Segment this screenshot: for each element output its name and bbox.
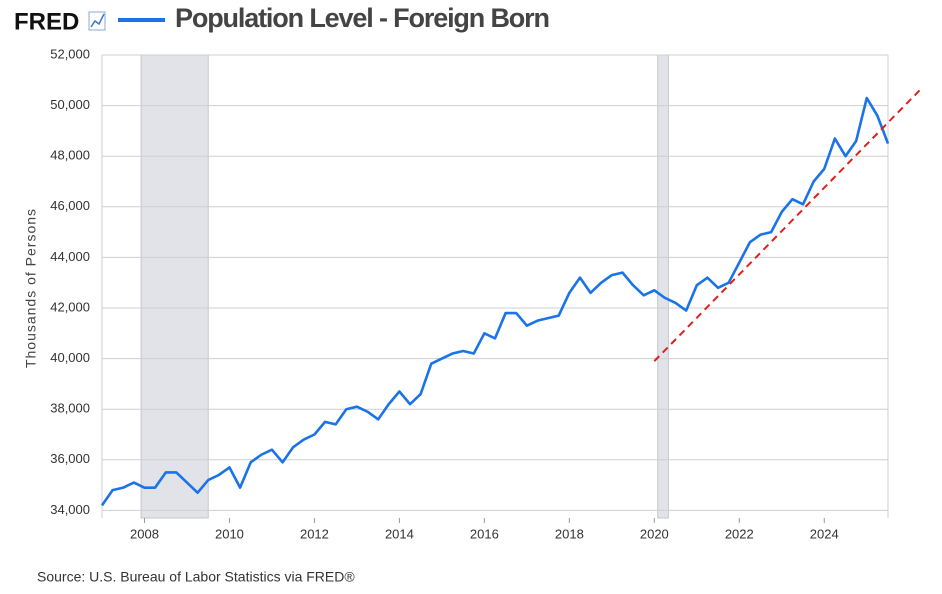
recession-band (657, 54, 669, 519)
x-tick-label: 2008 (130, 526, 159, 541)
y-tick-label: 52,000 (50, 46, 90, 61)
data-line (100, 96, 890, 507)
y-tick-label: 34,000 (50, 502, 90, 517)
x-tick-label: 2012 (300, 526, 329, 541)
x-tick-label: 2024 (810, 526, 839, 541)
recession-band (140, 54, 209, 519)
trend-line (653, 87, 923, 362)
y-tick-label: 38,000 (50, 401, 90, 416)
legend-label: Population Level - Foreign Born (175, 3, 550, 33)
x-tick-label: 2014 (385, 526, 414, 541)
y-tick-label: 36,000 (50, 451, 90, 466)
y-tick-label: 50,000 (50, 97, 90, 112)
x-tick-label: 2018 (555, 526, 584, 541)
logo-icon (88, 11, 106, 31)
y-tick-label: 40,000 (50, 350, 90, 365)
source: Source: U.S. Bureau of Labor Statistics … (37, 569, 355, 585)
y-tick-label: 44,000 (50, 249, 90, 264)
y-tick-label: 48,000 (50, 148, 90, 163)
x-tick-label: 2016 (470, 526, 499, 541)
y-tick-label: 42,000 (50, 299, 90, 314)
y-axis-label: Thousands of Persons (23, 208, 39, 368)
x-tick-label: 2020 (640, 526, 669, 541)
x-tick-label: 2010 (215, 526, 244, 541)
logo: FRED (14, 8, 79, 35)
plot-area (101, 54, 889, 519)
x-tick-label: 2022 (725, 526, 754, 541)
y-tick-label: 46,000 (50, 198, 90, 213)
